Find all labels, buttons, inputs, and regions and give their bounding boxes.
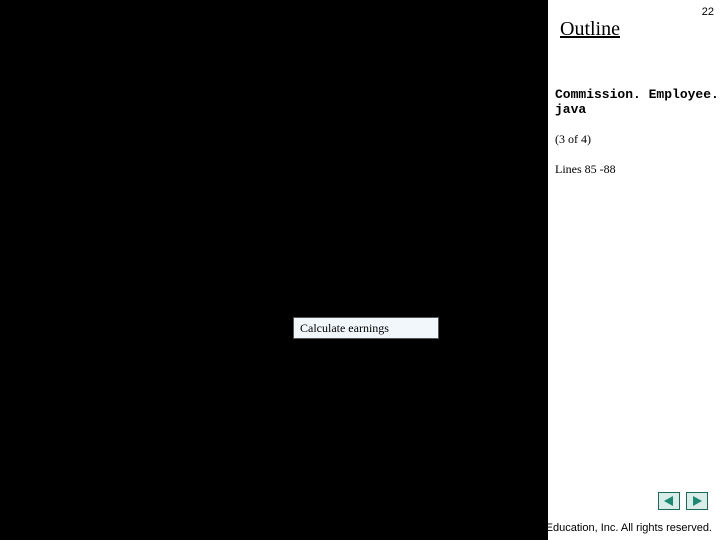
prev-slide-button[interactable] bbox=[658, 492, 680, 510]
filename-line-1: Commission. Employee. bbox=[555, 87, 719, 102]
callout-text: Calculate earnings bbox=[300, 321, 389, 336]
outline-title: Outline bbox=[560, 18, 620, 41]
code-area-panel bbox=[0, 0, 548, 540]
slide: 22 Outline Commission. Employee. java (3… bbox=[0, 0, 720, 540]
page-part-indicator: (3 of 4) bbox=[555, 132, 591, 147]
info-panel bbox=[548, 0, 720, 540]
triangle-left-icon bbox=[663, 496, 675, 506]
source-filename: Commission. Employee. java bbox=[555, 88, 719, 118]
triangle-right-icon bbox=[691, 496, 703, 506]
nav-buttons bbox=[658, 492, 708, 510]
copyright-text: © 1992 -2007 Pearson Education, Inc. All… bbox=[432, 522, 712, 534]
callout-arrow bbox=[35, 335, 295, 395]
lines-reference: Lines 85 -88 bbox=[555, 162, 616, 177]
filename-line-2: java bbox=[555, 102, 586, 117]
page-number: 22 bbox=[702, 6, 714, 18]
next-slide-button[interactable] bbox=[686, 492, 708, 510]
callout-box: Calculate earnings bbox=[293, 317, 439, 339]
